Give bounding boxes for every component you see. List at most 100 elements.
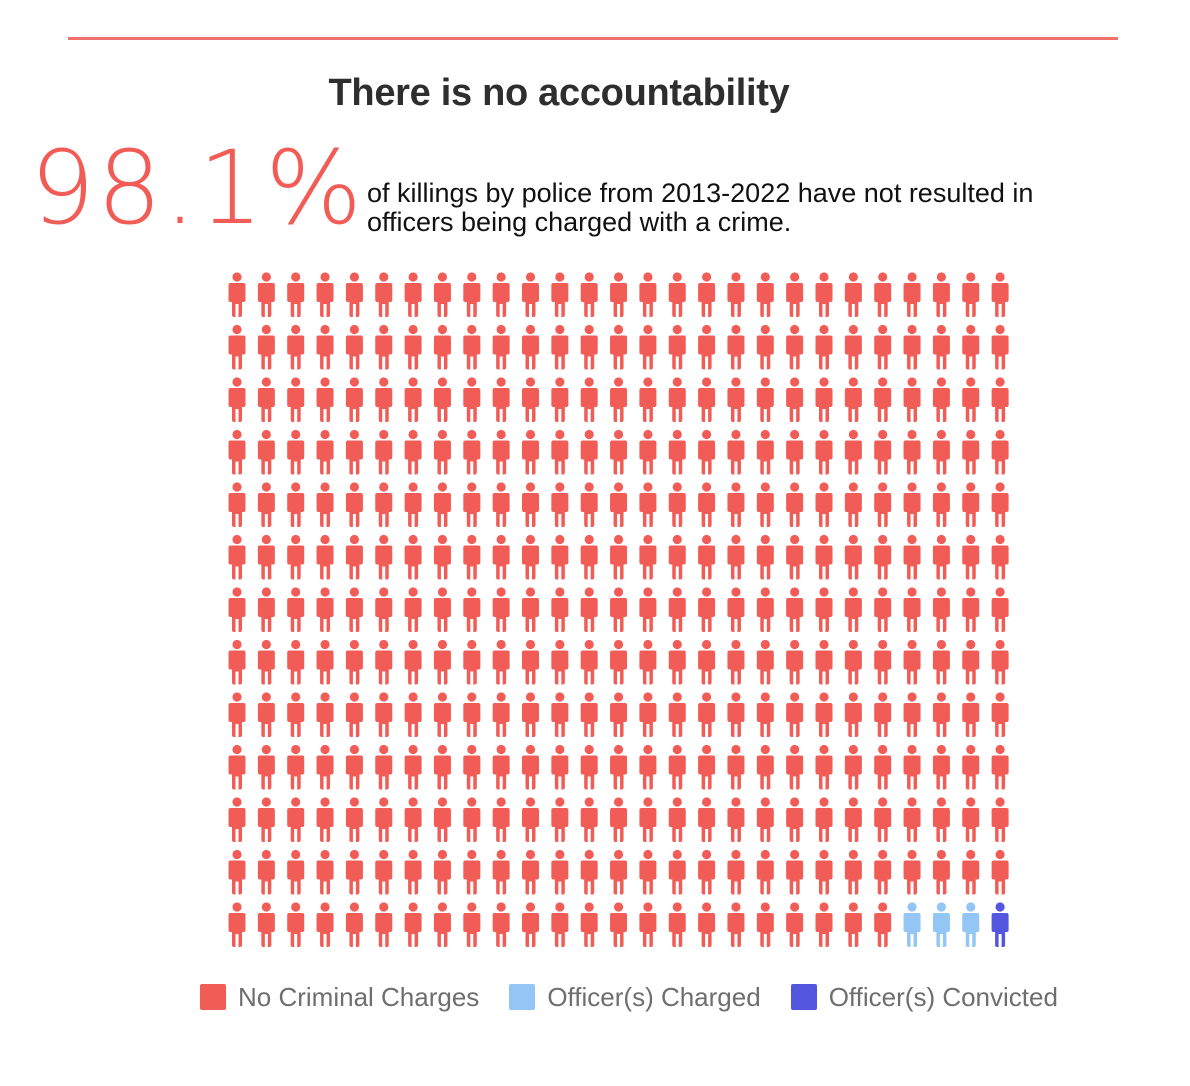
stat-value: 98.1% [30,129,365,248]
person-icon [698,849,716,895]
person-icon [844,744,862,790]
person-icon [932,429,950,475]
person-icon [287,849,305,895]
person-icon [522,429,539,475]
person-icon [433,534,451,580]
person-icon [375,534,393,580]
person-icon [522,482,539,527]
person-icon [345,272,363,317]
person-icon [962,377,980,422]
person-icon [287,429,305,475]
person-icon [903,744,921,790]
person-icon [228,377,246,422]
person-icon [874,902,892,947]
person-icon [375,639,393,685]
person-icon [639,849,657,895]
person-icon [287,272,305,317]
person-icon [698,272,716,317]
person-icon [610,324,628,370]
person-icon [903,534,921,580]
person-icon [463,482,481,527]
person-icon [463,534,481,580]
person-icon [639,639,657,685]
person-icon [991,587,1009,632]
person-icon [639,744,657,790]
person-icon [727,272,745,317]
person-icon [463,744,481,790]
person-icon [991,534,1009,580]
person-icon [962,534,980,580]
person-icon [962,639,980,685]
person-icon [433,324,451,370]
person-icon [433,587,451,632]
person-icon [257,639,275,685]
person-icon [522,797,539,842]
person-icon [962,692,980,737]
person-icon [815,639,833,685]
person-icon [404,797,422,842]
person-icon [287,324,305,370]
person-icon [698,692,716,737]
person-icon [257,534,275,580]
person-icon [903,902,921,947]
person-icon [844,534,862,580]
person-icon [404,639,422,685]
person-icon [551,744,569,790]
person-icon [580,744,598,790]
stat-description: of killings by police from 2013-2022 hav… [367,178,1034,237]
person-icon [727,639,745,685]
person-icon [962,902,980,947]
person-icon [610,744,628,790]
person-icon [991,692,1009,737]
person-icon [756,692,774,737]
person-icon [844,272,862,317]
person-icon [551,587,569,632]
person-icon [610,377,628,422]
person-icon [492,272,510,317]
person-icon [639,692,657,737]
person-icon [551,639,569,685]
person-icon [610,639,628,685]
person-icon [345,587,363,632]
legend-item: Officer(s) Convicted [790,982,1058,1013]
person-icon [257,377,275,422]
person-icon [727,324,745,370]
person-icon [522,324,539,370]
legend-label: No Criminal Charges [238,981,480,1012]
person-icon [727,849,745,895]
person-icon [463,849,481,895]
person-icon [404,377,422,422]
person-icon [433,849,451,895]
person-icon [522,744,539,790]
person-icon [756,482,774,527]
person-icon [257,902,275,947]
person-icon [727,797,745,842]
person-icon [727,744,745,790]
person-icon [492,692,510,737]
person-icon [316,744,334,790]
person-icon [228,587,246,632]
person-icon [932,902,950,947]
person-icon [404,482,422,527]
person-icon [639,324,657,370]
person-icon [433,429,451,475]
person-icon [463,377,481,422]
person-icon [228,797,246,842]
person-icon [316,482,334,527]
person-icon [786,587,804,632]
person-icon [844,429,862,475]
person-icon [345,482,363,527]
person-icon [463,639,481,685]
person-icon [580,639,598,685]
person-icon [874,377,892,422]
person-icon [962,272,980,317]
person-icon [551,324,569,370]
person-icon [522,377,539,422]
person-icon [786,744,804,790]
person-icon [991,482,1009,527]
person-icon [316,849,334,895]
person-icon [639,902,657,947]
person-icon [756,639,774,685]
person-icon [522,902,539,947]
person-icon [316,272,334,317]
